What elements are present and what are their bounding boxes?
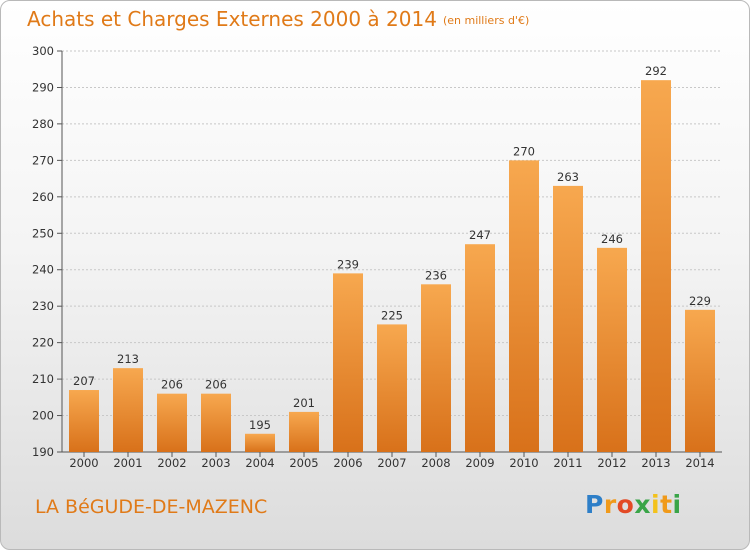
data-label: 246	[601, 232, 623, 246]
y-tick-label: 270	[32, 153, 54, 167]
bar	[289, 411, 319, 452]
bar	[553, 185, 583, 452]
logo-letter: o	[616, 490, 635, 519]
bar	[69, 390, 99, 452]
bar	[113, 368, 143, 452]
y-tick-label: 220	[32, 336, 54, 350]
bar	[509, 160, 539, 452]
x-tick-label: 2001	[113, 456, 142, 470]
x-tick-label: 2003	[201, 456, 230, 470]
logo-letter: i	[651, 490, 661, 519]
y-tick-label: 230	[32, 299, 54, 313]
bar	[465, 244, 495, 452]
data-label: 236	[425, 268, 447, 282]
x-tick-label: 2011	[553, 456, 582, 470]
x-tick-label: 2004	[245, 456, 274, 470]
x-tick-label: 2000	[69, 456, 98, 470]
data-label: 270	[513, 144, 535, 158]
data-label: 207	[73, 374, 95, 388]
chart-title-block: Achats et Charges Externes 2000 à 2014 (e…	[27, 7, 529, 31]
data-label: 247	[469, 228, 491, 242]
data-label: 225	[381, 308, 403, 322]
x-tick-label: 2010	[509, 456, 538, 470]
data-label: 206	[205, 378, 227, 392]
y-tick-label: 200	[32, 409, 54, 423]
y-tick-label: 210	[32, 372, 54, 386]
x-tick-label: 2007	[377, 456, 406, 470]
bar	[245, 433, 275, 452]
x-tick-label: 2013	[641, 456, 670, 470]
logo-letter: x	[634, 490, 651, 519]
data-label: 292	[645, 64, 667, 78]
bar	[377, 324, 407, 452]
data-label: 195	[249, 418, 271, 432]
logo-letter: r	[603, 490, 617, 519]
y-tick-label: 280	[32, 117, 54, 131]
bar	[333, 273, 363, 452]
x-tick-label: 2012	[597, 456, 626, 470]
data-label: 213	[117, 352, 139, 366]
x-tick-label: 2009	[465, 456, 494, 470]
x-tick-label: 2014	[685, 456, 714, 470]
x-tick-label: 2005	[289, 456, 318, 470]
y-tick-label: 260	[32, 190, 54, 204]
bar	[157, 393, 187, 452]
data-label: 239	[337, 257, 359, 271]
logo-letter: P	[585, 490, 604, 519]
y-tick-label: 300	[32, 44, 54, 58]
y-tick-label: 290	[32, 80, 54, 94]
y-tick-label: 250	[32, 226, 54, 240]
x-tick-label: 2002	[157, 456, 186, 470]
data-label: 201	[293, 396, 315, 410]
bar	[641, 80, 671, 452]
proxiti-logo: Proxiti	[585, 490, 682, 519]
chart-title: Achats et Charges Externes 2000 à 2014	[27, 7, 437, 31]
bar	[685, 309, 715, 452]
bar	[421, 284, 451, 452]
x-tick-label: 2006	[333, 456, 362, 470]
y-tick-label: 240	[32, 263, 54, 277]
data-label: 263	[557, 170, 579, 184]
bar	[201, 393, 231, 452]
chart-unit: (en milliers d'€)	[442, 14, 530, 27]
bar	[597, 247, 627, 452]
logo-letter: i	[672, 490, 682, 519]
data-label: 229	[689, 294, 711, 308]
data-label: 206	[161, 378, 183, 392]
x-tick-label: 2008	[421, 456, 450, 470]
logo-letter: t	[660, 490, 673, 519]
commune-name: LA BéGUDE-DE-MAZENC	[35, 496, 268, 518]
y-tick-label: 190	[32, 445, 54, 459]
